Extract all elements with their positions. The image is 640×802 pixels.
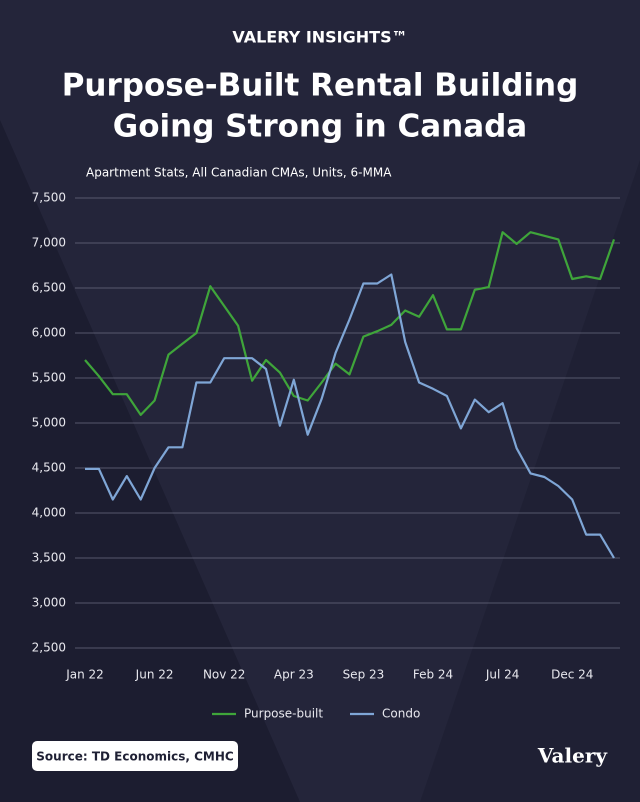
y-tick-label: 4,000 <box>32 506 66 520</box>
y-tick-label: 4,500 <box>32 461 66 475</box>
x-tick-label: Sep 23 <box>343 668 385 682</box>
legend-label: Purpose-built <box>244 707 323 721</box>
subtitle: Apartment Stats, All Canadian CMAs, Unit… <box>86 166 392 180</box>
y-tick-label: 3,000 <box>32 596 66 610</box>
legend-label: Condo <box>382 707 420 721</box>
x-tick-label: Jan 22 <box>65 668 104 682</box>
y-tick-label: 2,500 <box>32 641 66 655</box>
brand: VALERY INSIGHTS™ <box>232 28 407 47</box>
x-tick-label: Apr 23 <box>274 668 314 682</box>
y-tick-label: 6,500 <box>32 281 66 295</box>
logo: Valery <box>537 744 609 768</box>
y-tick-label: 7,500 <box>32 191 66 205</box>
y-tick-label: 5,500 <box>32 371 66 385</box>
y-tick-label: 6,000 <box>32 326 66 340</box>
y-tick-label: 5,000 <box>32 416 66 430</box>
x-tick-label: Nov 22 <box>203 668 246 682</box>
chart-title: Purpose-Built Rental Building <box>62 68 579 104</box>
source-box <box>32 741 238 771</box>
background-shape <box>0 120 300 802</box>
x-tick-label: Dec 24 <box>551 668 593 682</box>
x-tick-label: Jul 24 <box>485 668 520 682</box>
line-series <box>84 231 616 416</box>
line-series <box>85 273 615 559</box>
y-tick-label: 3,500 <box>32 551 66 565</box>
x-tick-label: Jun 22 <box>135 668 174 682</box>
x-tick-label: Feb 24 <box>413 668 453 682</box>
y-tick-label: 7,000 <box>32 236 66 250</box>
source: Source: TD Economics, CMHC <box>36 750 234 764</box>
chart-title: Going Strong in Canada <box>113 109 527 145</box>
